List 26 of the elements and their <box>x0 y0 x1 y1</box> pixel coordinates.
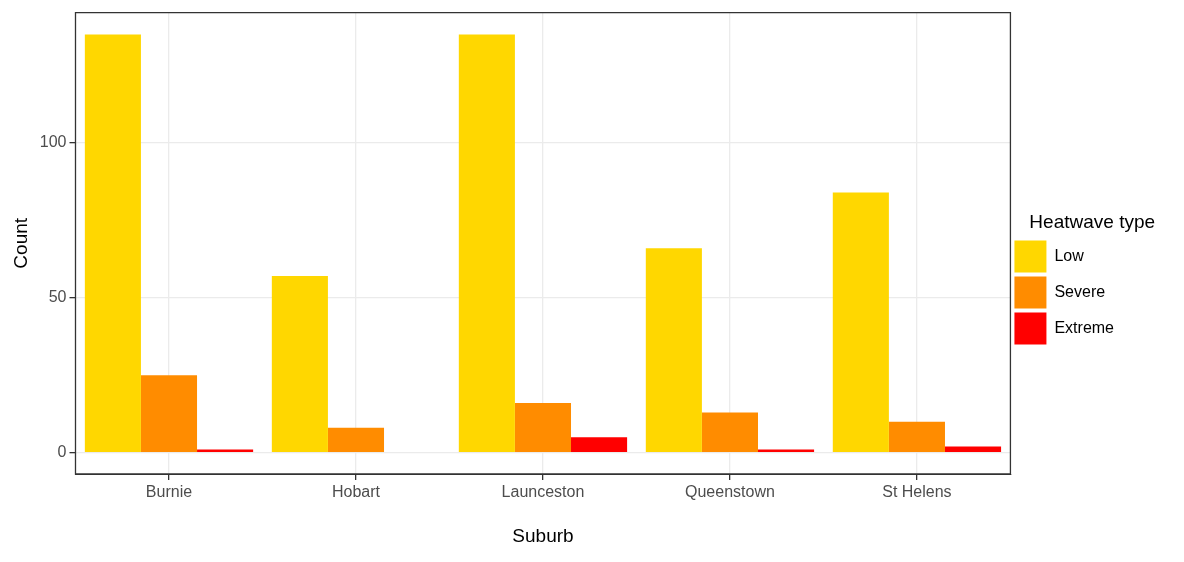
legend-title: Heatwave type <box>1029 211 1156 233</box>
bar <box>571 437 628 452</box>
x-axis-title: Suburb <box>512 524 574 546</box>
bar <box>832 192 889 452</box>
y-tick-label: 100 <box>39 133 67 151</box>
bar <box>140 375 198 452</box>
legend-label: Extreme <box>1054 318 1115 336</box>
bar <box>458 34 515 452</box>
x-tick-label: Hobart <box>331 483 381 501</box>
x-tick-label: Launceston <box>501 483 585 501</box>
x-tick-label: Queenstown <box>685 483 775 501</box>
y-axis-title: Count <box>9 217 31 269</box>
y-tick-label: 50 <box>48 288 67 306</box>
bar <box>701 412 758 452</box>
bar <box>327 427 385 452</box>
bar <box>944 446 1002 452</box>
bar <box>271 276 328 452</box>
bar <box>888 421 945 452</box>
x-tick-label: St Helens <box>882 483 952 501</box>
legend-label: Low <box>1054 246 1085 264</box>
x-tick-label: Burnie <box>145 483 193 501</box>
bar <box>84 34 141 452</box>
bar <box>514 403 572 452</box>
y-tick-label: 0 <box>57 443 67 461</box>
bar <box>645 248 702 452</box>
legend-label: Severe <box>1054 282 1106 300</box>
